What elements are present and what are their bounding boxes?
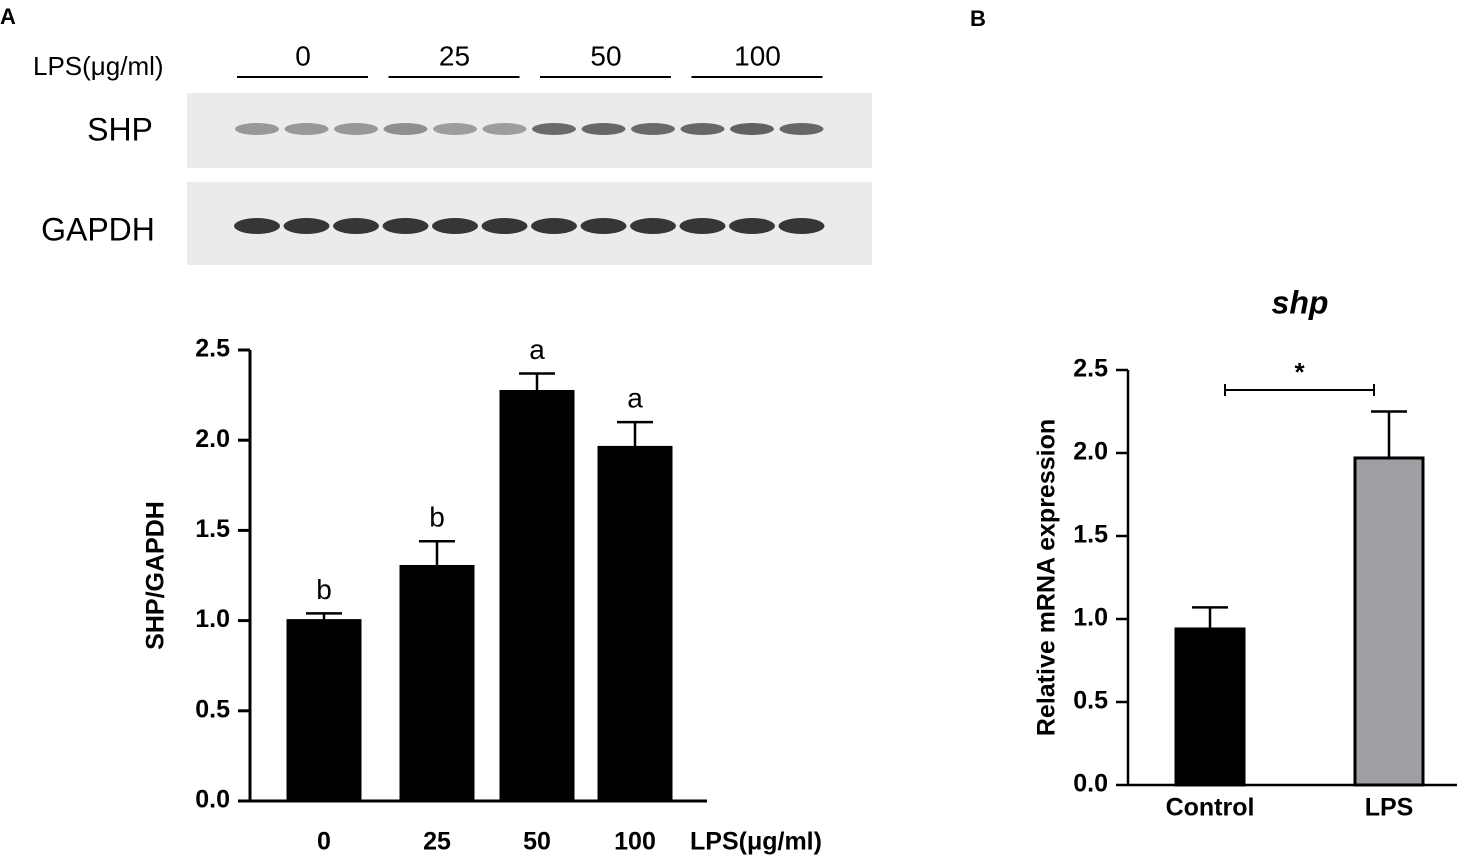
x-tick-label: 50	[523, 828, 551, 856]
blot-band	[383, 123, 428, 135]
y-tick-label: 0.0	[195, 786, 230, 814]
significance-letter: b	[429, 502, 445, 533]
significance-letter: a	[627, 383, 643, 414]
y-axis-label: SHP/GAPDH	[142, 501, 170, 650]
blot-band	[531, 218, 577, 234]
blot-band	[679, 218, 726, 234]
x-tick-label: Control	[1166, 794, 1255, 822]
blot-band	[482, 123, 527, 135]
bar	[1353, 456, 1425, 787]
dose-label: 25	[439, 40, 470, 71]
dose-label: 100	[734, 40, 781, 71]
x-axis-label: LPS(μg/ml)	[690, 828, 822, 856]
blot-band	[283, 218, 330, 234]
blot-band	[334, 123, 378, 135]
dose-label: 50	[590, 40, 621, 71]
significance-letter: a	[529, 334, 545, 365]
bar	[499, 389, 575, 803]
blot-band	[680, 123, 725, 135]
blot-band	[729, 218, 775, 234]
treatment-label: LPS(μg/ml)	[33, 51, 164, 81]
blot-band	[284, 123, 329, 135]
blot-band	[481, 218, 528, 234]
y-axis-label: Relative mRNA expression	[1033, 419, 1061, 736]
y-tick-label: 0.5	[1073, 687, 1108, 715]
blot-band	[730, 123, 774, 135]
blot-band	[333, 218, 379, 234]
blot-band	[432, 218, 478, 234]
bar	[1174, 627, 1246, 787]
blot-band	[382, 218, 429, 234]
y-tick-label: 1.5	[195, 515, 230, 543]
y-tick-label: 1.5	[1073, 521, 1108, 549]
blot-band	[779, 123, 824, 135]
y-tick-label: 1.0	[195, 605, 230, 633]
significance-letter: b	[316, 574, 332, 605]
x-tick-label: 100	[614, 828, 656, 856]
blot-row-label: SHP	[87, 111, 153, 147]
y-tick-label: 0.0	[1073, 770, 1108, 798]
y-tick-label: 2.0	[1073, 438, 1108, 466]
blot-band	[532, 123, 576, 135]
blot-band	[581, 123, 626, 135]
blot-band	[433, 123, 477, 135]
blot-band	[778, 218, 825, 234]
bar	[286, 619, 362, 803]
x-tick-label: LPS	[1365, 794, 1414, 822]
blot-band	[235, 123, 279, 135]
blot-band	[630, 218, 676, 234]
significance-mark: *	[1294, 357, 1305, 387]
blot-band	[580, 218, 627, 234]
y-tick-label: 2.0	[195, 425, 230, 453]
blot-band	[631, 123, 675, 135]
panel-label: A	[0, 4, 16, 29]
y-tick-label: 2.5	[1073, 355, 1108, 383]
panel-label: B	[970, 6, 986, 31]
x-tick-label: 25	[423, 828, 451, 856]
blot-band	[234, 218, 280, 234]
blot-row-label: GAPDH	[41, 211, 155, 247]
bar	[399, 564, 475, 803]
chart-title: shp	[1272, 284, 1329, 320]
y-tick-label: 0.5	[195, 695, 230, 723]
y-tick-label: 1.0	[1073, 604, 1108, 632]
dose-label: 0	[295, 40, 311, 71]
bar	[597, 445, 673, 803]
y-tick-label: 2.5	[195, 335, 230, 363]
x-tick-label: 0	[317, 828, 331, 856]
